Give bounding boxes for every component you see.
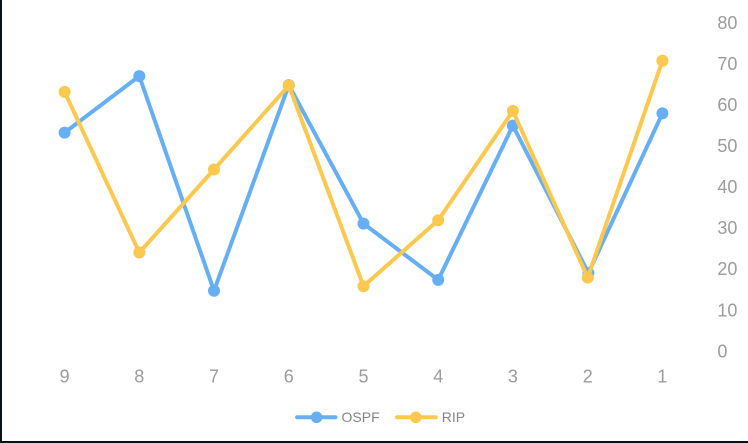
svg-text:1: 1 [657,366,667,386]
svg-text:0: 0 [717,342,727,362]
svg-text:4: 4 [433,366,443,386]
svg-text:OSPF: OSPF [342,409,380,425]
svg-text:6: 6 [284,366,294,386]
svg-text:60: 60 [717,95,737,115]
svg-text:RIP: RIP [442,409,465,425]
svg-text:3: 3 [508,366,518,386]
svg-text:30: 30 [717,218,737,238]
svg-text:20: 20 [717,259,737,279]
svg-text:9: 9 [60,366,70,386]
svg-text:40: 40 [717,177,737,197]
svg-text:7: 7 [209,366,219,386]
svg-text:80: 80 [717,13,737,33]
svg-text:10: 10 [717,300,737,320]
svg-text:8: 8 [134,366,144,386]
svg-text:2: 2 [583,366,593,386]
svg-text:70: 70 [717,54,737,74]
svg-text:50: 50 [717,136,737,156]
svg-text:5: 5 [358,366,368,386]
